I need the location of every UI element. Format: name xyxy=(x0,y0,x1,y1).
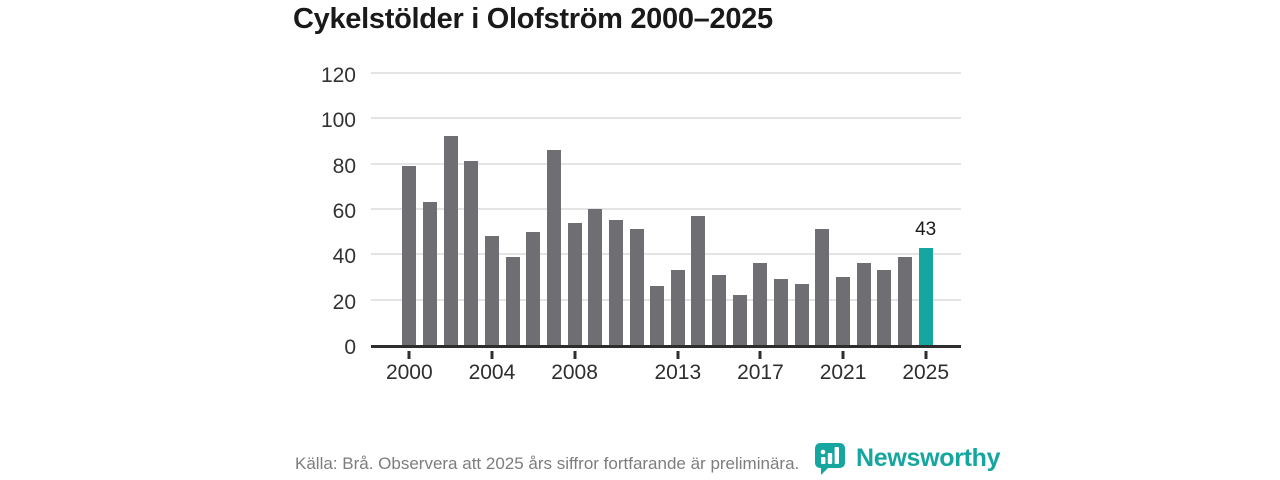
gridline-y80 xyxy=(371,162,961,165)
gridline-y120 xyxy=(371,72,961,74)
bar-2012 xyxy=(650,286,665,345)
highlight-value-label: 43 xyxy=(915,218,937,240)
bar-2013 xyxy=(670,270,685,345)
y-axis-tick-label: 20 xyxy=(332,290,356,314)
y-axis-tick-label: 0 xyxy=(344,336,356,359)
x-axis-tick-label-2025: 2025 xyxy=(902,361,950,384)
x-axis-tick-2004 xyxy=(490,351,494,359)
x-axis-tick-label-2017: 2017 xyxy=(737,361,784,384)
x-axis-tick-2021 xyxy=(841,351,845,359)
bar-2000 xyxy=(402,165,417,345)
x-axis-tick-2013 xyxy=(676,351,680,359)
bar-2024 xyxy=(898,256,913,345)
bar-2020 xyxy=(815,229,830,345)
gridline-y100 xyxy=(371,117,961,120)
bar-2023 xyxy=(877,270,892,345)
x-axis-tick-label-2013: 2013 xyxy=(654,361,702,384)
x-axis-tick-2008 xyxy=(573,351,577,359)
y-axis-tick-label: 100 xyxy=(320,109,356,133)
bar-2008 xyxy=(567,222,582,345)
y-axis-tick-label: 80 xyxy=(332,154,356,178)
newsworthy-logo-icon xyxy=(815,443,845,475)
bar-2018 xyxy=(774,279,789,345)
bar-highlight-2025 xyxy=(918,247,933,345)
gridline-y60 xyxy=(371,208,961,210)
x-axis-tick-label-2000: 2000 xyxy=(385,361,433,384)
y-axis-tick-label: 120 xyxy=(320,64,356,87)
gridline-y20 xyxy=(371,298,961,301)
bar-2003 xyxy=(464,161,479,345)
x-axis-tick-2025 xyxy=(924,351,928,359)
bar-2005 xyxy=(505,256,520,345)
bar-2004 xyxy=(484,236,499,345)
chart-title: Cykelstölder i Olofström 2000–2025 xyxy=(293,3,773,35)
x-axis-tick-label-2021: 2021 xyxy=(819,361,867,384)
x-axis-tick-2017 xyxy=(758,351,762,359)
source-note: Källa: Brå. Observera att 2025 års siffr… xyxy=(295,454,800,473)
bar-2021 xyxy=(836,277,851,345)
x-axis-tick-label-2004: 2004 xyxy=(468,361,516,384)
bar-2016 xyxy=(732,295,747,345)
bar-2022 xyxy=(856,263,871,345)
bar-2014 xyxy=(691,215,706,345)
x-axis-tick-2000 xyxy=(407,351,411,359)
bar-2006 xyxy=(526,231,541,345)
bar-2015 xyxy=(712,274,727,345)
bar-2007 xyxy=(546,150,561,345)
bar-2010 xyxy=(608,220,623,345)
bar-2011 xyxy=(629,229,644,345)
bar-chart-plot-area: 43 2000 2004 2008 2013 2017 2021 2025 xyxy=(371,72,961,384)
bar-2019 xyxy=(794,283,809,345)
gridline-y40 xyxy=(371,253,961,256)
y-axis-tick-label: 40 xyxy=(332,245,356,269)
bar-2017 xyxy=(753,263,768,345)
bar-2002 xyxy=(443,136,458,345)
y-axis-tick-label: 60 xyxy=(332,200,356,223)
y-axis-labels: 0 20 40 60 80 100 120 xyxy=(280,64,356,359)
bar-2001 xyxy=(422,202,437,345)
newsworthy-logo: Newsworthy xyxy=(814,442,1001,476)
x-axis-tick-label-2008: 2008 xyxy=(551,361,598,384)
bar-2009 xyxy=(588,209,603,345)
newsworthy-logo-text: Newsworthy xyxy=(856,444,1001,472)
